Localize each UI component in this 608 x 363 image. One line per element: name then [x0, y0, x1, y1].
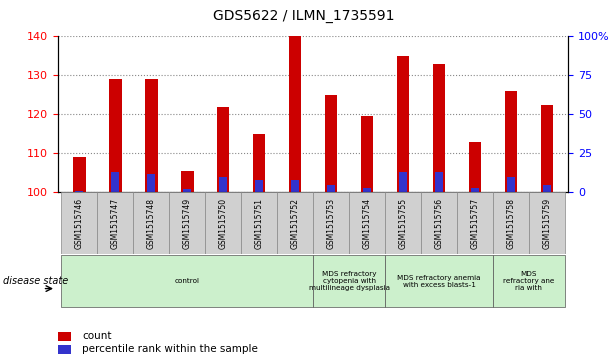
- Bar: [435, 172, 443, 192]
- Text: GDS5622 / ILMN_1735591: GDS5622 / ILMN_1735591: [213, 9, 395, 23]
- FancyBboxPatch shape: [169, 192, 206, 254]
- Bar: [147, 174, 155, 192]
- Bar: [507, 177, 515, 192]
- Text: disease state: disease state: [3, 276, 68, 286]
- Bar: [109, 79, 122, 192]
- Text: GSM1515758: GSM1515758: [506, 198, 516, 249]
- FancyBboxPatch shape: [61, 192, 97, 254]
- FancyBboxPatch shape: [241, 192, 277, 254]
- FancyBboxPatch shape: [313, 192, 349, 254]
- Bar: [397, 56, 409, 192]
- Text: GSM1515751: GSM1515751: [255, 198, 264, 249]
- Bar: [291, 180, 299, 192]
- FancyBboxPatch shape: [313, 255, 385, 307]
- FancyBboxPatch shape: [493, 192, 529, 254]
- Bar: [363, 188, 371, 192]
- Bar: [399, 172, 407, 192]
- FancyBboxPatch shape: [133, 192, 169, 254]
- Bar: [289, 36, 302, 192]
- Bar: [325, 95, 337, 192]
- FancyBboxPatch shape: [385, 255, 493, 307]
- Text: GSM1515752: GSM1515752: [291, 198, 300, 249]
- Bar: [75, 191, 83, 192]
- FancyBboxPatch shape: [493, 255, 565, 307]
- Bar: [217, 107, 229, 192]
- Bar: [505, 91, 517, 192]
- Text: GSM1515750: GSM1515750: [219, 198, 228, 249]
- Text: MDS
refractory ane
ria with: MDS refractory ane ria with: [503, 271, 554, 291]
- Bar: [145, 79, 157, 192]
- FancyBboxPatch shape: [529, 192, 565, 254]
- Bar: [469, 142, 482, 192]
- Bar: [73, 157, 86, 192]
- FancyBboxPatch shape: [277, 192, 313, 254]
- Text: GSM1515753: GSM1515753: [326, 198, 336, 249]
- Text: GSM1515746: GSM1515746: [75, 198, 84, 249]
- FancyBboxPatch shape: [421, 192, 457, 254]
- Bar: [433, 64, 445, 192]
- Bar: [111, 172, 119, 192]
- Text: count: count: [82, 331, 112, 341]
- Text: GSM1515759: GSM1515759: [542, 198, 551, 249]
- Text: MDS refractory anemia
with excess blasts-1: MDS refractory anemia with excess blasts…: [397, 275, 481, 288]
- FancyBboxPatch shape: [457, 192, 493, 254]
- Text: control: control: [174, 278, 200, 284]
- Text: GSM1515748: GSM1515748: [147, 198, 156, 249]
- FancyBboxPatch shape: [61, 255, 313, 307]
- Bar: [219, 177, 227, 192]
- Bar: [181, 171, 193, 192]
- Bar: [471, 188, 479, 192]
- Bar: [361, 116, 373, 192]
- Text: GSM1515756: GSM1515756: [435, 198, 443, 249]
- Text: GSM1515747: GSM1515747: [111, 198, 120, 249]
- Bar: [255, 180, 263, 192]
- Bar: [327, 185, 335, 192]
- Text: MDS refractory
cytopenia with
multilineage dysplasia: MDS refractory cytopenia with multilinea…: [309, 271, 390, 291]
- Bar: [543, 185, 551, 192]
- FancyBboxPatch shape: [97, 192, 133, 254]
- Text: GSM1515754: GSM1515754: [362, 198, 371, 249]
- Text: percentile rank within the sample: percentile rank within the sample: [82, 344, 258, 354]
- Text: GSM1515755: GSM1515755: [398, 198, 407, 249]
- Bar: [541, 105, 553, 192]
- Bar: [183, 189, 191, 192]
- Bar: [253, 134, 266, 192]
- FancyBboxPatch shape: [349, 192, 385, 254]
- FancyBboxPatch shape: [206, 192, 241, 254]
- FancyBboxPatch shape: [385, 192, 421, 254]
- Text: GSM1515749: GSM1515749: [183, 198, 192, 249]
- Text: GSM1515757: GSM1515757: [471, 198, 480, 249]
